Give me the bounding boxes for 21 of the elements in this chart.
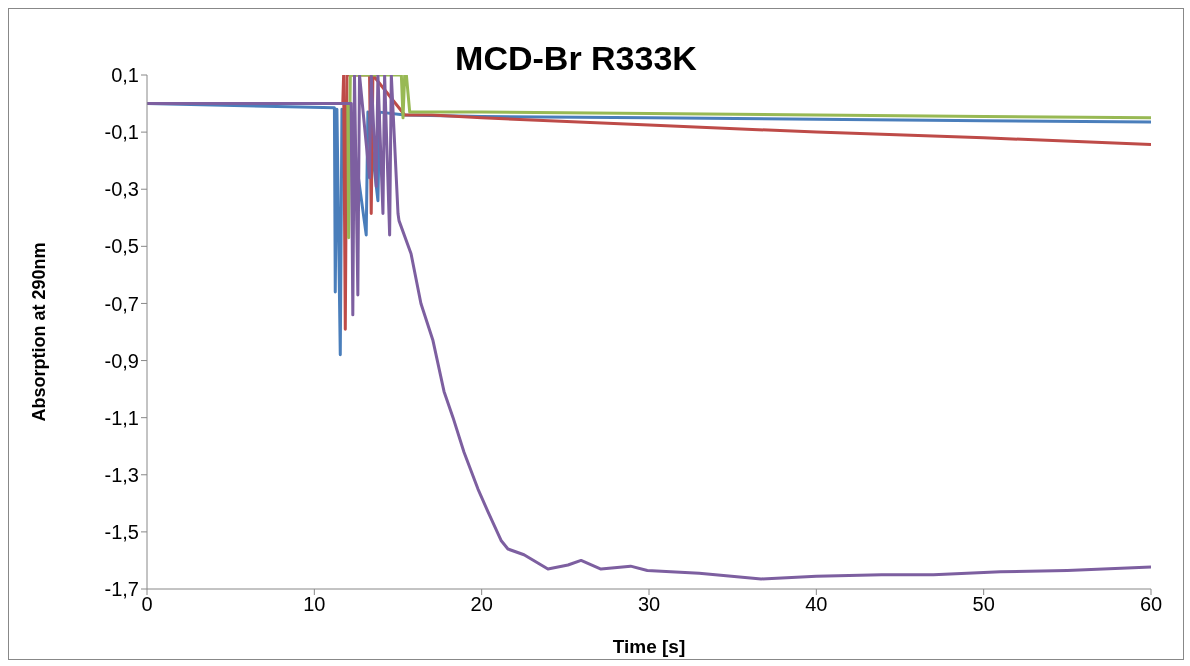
y-tick-label: -0,7 bbox=[104, 292, 139, 315]
x-tick-label: 30 bbox=[637, 593, 661, 616]
y-tick-label: -1,1 bbox=[104, 406, 139, 429]
y-tick-label: -0,9 bbox=[104, 349, 139, 372]
line-series bbox=[147, 75, 1151, 581]
chart-title: MCD-Br R333K bbox=[455, 39, 697, 77]
x-tick-label: 20 bbox=[470, 593, 493, 616]
y-tick-label: -1,7 bbox=[104, 578, 139, 601]
x-tick-label: 50 bbox=[972, 593, 995, 616]
x-tick-label: 0 bbox=[141, 593, 153, 616]
y-tick-label: -1,5 bbox=[104, 520, 139, 543]
y-tick-label: -0,1 bbox=[104, 121, 139, 144]
y-tick-label: 0,1 bbox=[111, 64, 139, 87]
y-axis-title: Absorption at 290nm bbox=[29, 242, 50, 422]
x-tick-label: 40 bbox=[805, 593, 828, 616]
y-tick-label: -0,5 bbox=[104, 235, 139, 258]
y-tick-label: -0,3 bbox=[104, 178, 139, 201]
y-tick-label: -1,3 bbox=[104, 463, 139, 486]
x-axis-title: Time [s] bbox=[612, 636, 686, 657]
x-tick-label: 60 bbox=[1139, 593, 1163, 616]
x-tick-label: 10 bbox=[303, 593, 326, 616]
